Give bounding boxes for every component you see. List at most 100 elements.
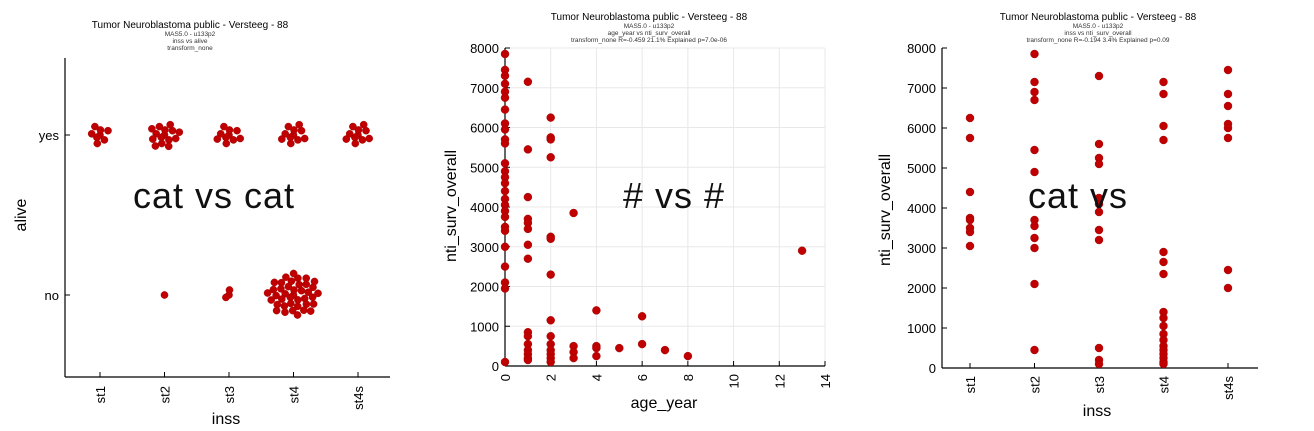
chart-3-subtitle-3: transform_none R=-0.194 3.4% Explained p…: [1026, 37, 1169, 44]
data-point: [288, 306, 297, 315]
data-point: [1159, 359, 1168, 369]
data-point: [225, 126, 234, 134]
chart-3-x-tick-label: st2: [1028, 376, 1043, 393]
chart-2-subtitle-2: age_year vs nti_surv_overall: [608, 30, 691, 37]
data-point: [290, 286, 298, 294]
chart-2-x-tick-label: 14: [818, 374, 833, 388]
data-point: [175, 128, 184, 136]
data-point: [309, 300, 318, 308]
data-point: [592, 306, 601, 315]
data-point: [306, 307, 315, 315]
data-point: [93, 139, 102, 148]
chart-1-x-tick-label: st3: [222, 386, 237, 403]
data-point: [345, 129, 354, 138]
data-point: [965, 133, 975, 143]
data-point: [500, 212, 510, 222]
data-point: [289, 269, 298, 278]
data-point: [1030, 49, 1039, 59]
chart-3-x-label: inss: [1083, 403, 1111, 420]
data-point: [1159, 135, 1168, 145]
data-point: [222, 293, 230, 302]
chart-3-title: Tumor Neuroblastoma public - Versteeg - …: [1000, 12, 1197, 23]
data-point: [1094, 359, 1104, 369]
data-point: [500, 242, 510, 252]
chart-3-y-tick-label: 3000: [907, 241, 936, 256]
data-point: [222, 139, 231, 148]
data-point: [220, 122, 228, 131]
chart-3-x-tick-label: st4s: [1221, 376, 1236, 400]
chart-2: Tumor Neuroblastoma public - Versteeg - …: [443, 12, 833, 412]
data-point: [592, 351, 601, 361]
data-point: [216, 129, 225, 138]
data-point: [365, 134, 374, 143]
data-point: [1223, 133, 1233, 143]
chart-3-overlay: cat vs: [1028, 175, 1128, 216]
data-point: [523, 192, 533, 202]
data-point: [294, 136, 302, 144]
data-point: [965, 113, 975, 123]
data-point: [500, 159, 510, 168]
data-point: [166, 120, 174, 129]
data-point: [660, 345, 670, 355]
data-point: [152, 129, 160, 138]
chart-2-x-tick-label: 2: [544, 374, 559, 381]
chart-2-x-tick-label: 6: [635, 374, 650, 381]
data-point: [1094, 207, 1104, 217]
data-point: [263, 289, 272, 297]
data-point: [104, 126, 112, 135]
chart-2-x-tick-label: 12: [772, 374, 787, 388]
data-point: [295, 120, 304, 129]
data-point: [1094, 343, 1104, 353]
data-point: [569, 353, 578, 363]
data-point: [569, 208, 578, 218]
data-point: [1030, 279, 1039, 289]
data-point: [1030, 243, 1039, 253]
data-point: [270, 278, 279, 287]
chart-2-title: Tumor Neuroblastoma public - Versteeg - …: [551, 12, 748, 23]
chart-1-title: Tumor Neuroblastoma public - Versteeg - …: [92, 20, 289, 31]
data-point: [500, 139, 510, 148]
data-point: [500, 105, 510, 114]
chart-3: Tumor Neuroblastoma public - Versteeg - …: [877, 12, 1258, 420]
data-point: [1223, 283, 1233, 293]
data-point: [523, 77, 533, 87]
data-point: [1094, 235, 1104, 245]
data-point: [1223, 265, 1233, 275]
chart-3-y-tick-label: 0: [929, 361, 936, 376]
data-point: [282, 273, 290, 282]
data-point: [277, 295, 286, 303]
chart-2-subtitle-3: transform_none R=-0.459 21.1% Explained …: [571, 37, 727, 44]
data-point: [1159, 269, 1168, 279]
data-point: [965, 241, 975, 251]
data-point: [299, 306, 308, 315]
data-point: [1223, 65, 1233, 75]
chart-1-subtitle-1: MAS5.0 - u133p2: [165, 31, 216, 38]
data-point: [500, 262, 510, 271]
data-point: [500, 93, 510, 102]
chart-2-y-tick-label: 6000: [470, 121, 499, 136]
data-point: [155, 122, 164, 131]
data-point: [272, 306, 281, 315]
data-point: [161, 126, 169, 134]
chart-3-subtitle-1: MAS5.0 - u133p2: [1073, 23, 1124, 30]
data-point: [546, 234, 555, 244]
chart-2-y-tick-label: 8000: [470, 41, 499, 56]
data-point: [965, 215, 975, 225]
chart-2-y-tick-label: 5000: [470, 160, 499, 175]
data-point: [1094, 139, 1104, 149]
data-point: [637, 312, 647, 321]
data-point: [302, 274, 311, 283]
chart-3-y-tick-label: 4000: [907, 201, 936, 216]
data-point: [1030, 233, 1039, 243]
chart-2-overlay: # vs #: [623, 175, 725, 216]
data-point: [342, 135, 351, 143]
data-point: [1030, 167, 1039, 177]
data-point: [314, 289, 322, 298]
chart-3-y-tick-label: 1000: [907, 321, 936, 336]
data-point: [351, 139, 360, 148]
chart-1-x-tick-label: st2: [158, 386, 173, 403]
data-point: [100, 136, 109, 144]
data-point: [592, 343, 601, 353]
data-point: [294, 296, 302, 304]
data-point: [277, 135, 286, 143]
